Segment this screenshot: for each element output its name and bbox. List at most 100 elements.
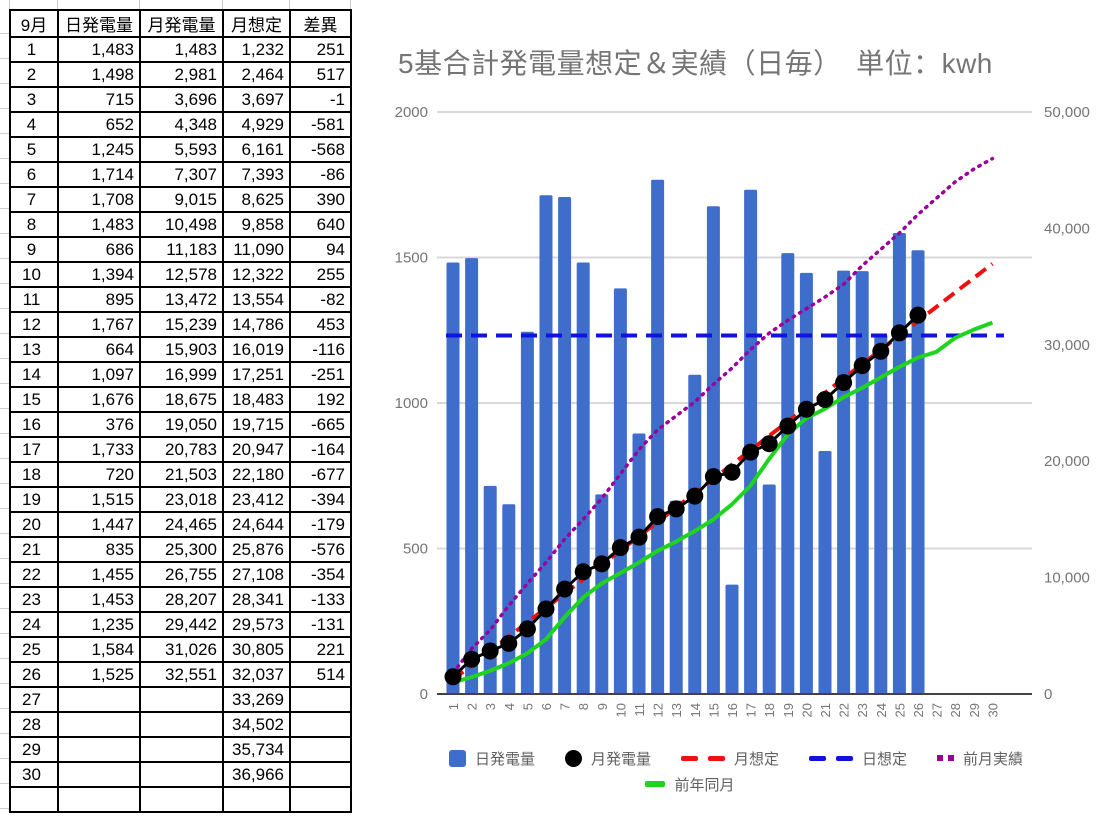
cell-monthly[interactable]: 1,483 bbox=[139, 36, 224, 63]
cell-diff[interactable]: -394 bbox=[289, 486, 352, 513]
cell-plan[interactable]: 13,554 bbox=[222, 286, 291, 313]
cell-day[interactable]: 7 bbox=[9, 186, 59, 213]
legend-item-2[interactable]: 月想定 bbox=[680, 748, 779, 769]
column-header-2[interactable]: 月発電量 bbox=[139, 9, 224, 38]
cell-daily[interactable]: 1,525 bbox=[57, 661, 141, 688]
cell-daily[interactable]: 1,447 bbox=[57, 511, 141, 538]
legend-item-1[interactable]: 月発電量 bbox=[564, 748, 651, 769]
cell-monthly[interactable]: 26,755 bbox=[139, 561, 224, 588]
cell-day[interactable]: 27 bbox=[9, 686, 59, 713]
cell-day[interactable]: 16 bbox=[9, 411, 59, 438]
cell-plan[interactable]: 4,929 bbox=[222, 111, 291, 138]
legend-item-3[interactable]: 日想定 bbox=[809, 748, 907, 769]
cell-daily[interactable]: 1,235 bbox=[57, 611, 141, 638]
cell-plan[interactable]: 1,232 bbox=[222, 36, 291, 63]
cell-diff[interactable] bbox=[289, 736, 352, 763]
cell-day[interactable]: 1 bbox=[9, 36, 59, 63]
cell-daily[interactable]: 664 bbox=[57, 336, 141, 363]
cell-daily[interactable] bbox=[57, 711, 141, 738]
column-header-4[interactable]: 差異 bbox=[289, 9, 352, 38]
cell-monthly[interactable]: 11,183 bbox=[139, 236, 224, 263]
cell-diff[interactable]: -665 bbox=[289, 411, 352, 438]
cell-diff[interactable]: -179 bbox=[289, 511, 352, 538]
cell-diff[interactable]: -133 bbox=[289, 586, 352, 613]
cell-monthly[interactable]: 24,465 bbox=[139, 511, 224, 538]
cell-plan[interactable]: 35,734 bbox=[222, 736, 291, 763]
column-header-1[interactable]: 日発電量 bbox=[57, 9, 141, 38]
cell-monthly[interactable]: 16,999 bbox=[139, 361, 224, 388]
cell-diff[interactable]: 640 bbox=[289, 211, 352, 238]
cell-plan[interactable]: 25,876 bbox=[222, 536, 291, 563]
cell-plan[interactable]: 24,644 bbox=[222, 511, 291, 538]
cell-plan[interactable]: 14,786 bbox=[222, 311, 291, 338]
legend-item-4[interactable]: 前月実績 bbox=[937, 748, 1023, 769]
cell-daily[interactable]: 715 bbox=[57, 86, 141, 113]
cell-monthly[interactable]: 13,472 bbox=[139, 286, 224, 313]
cell-daily[interactable]: 1,455 bbox=[57, 561, 141, 588]
cell-day[interactable]: 29 bbox=[9, 736, 59, 763]
cell-monthly[interactable]: 23,018 bbox=[139, 486, 224, 513]
cell-diff[interactable]: -131 bbox=[289, 611, 352, 638]
cell-plan[interactable]: 32,037 bbox=[222, 661, 291, 688]
cell-plan[interactable]: 11,090 bbox=[222, 236, 291, 263]
cell-day[interactable]: 8 bbox=[9, 211, 59, 238]
cell-plan[interactable]: 7,393 bbox=[222, 161, 291, 188]
cell-daily[interactable] bbox=[57, 686, 141, 713]
cell-daily[interactable]: 1,676 bbox=[57, 386, 141, 413]
cell-diff[interactable]: -116 bbox=[289, 336, 352, 363]
cell-plan[interactable]: 28,341 bbox=[222, 586, 291, 613]
cell-diff[interactable]: -568 bbox=[289, 136, 352, 163]
cell-diff[interactable]: 453 bbox=[289, 311, 352, 338]
cell-day[interactable]: 26 bbox=[9, 661, 59, 688]
column-header-0[interactable]: 9月 bbox=[9, 9, 59, 38]
cell-monthly[interactable]: 3,696 bbox=[139, 86, 224, 113]
cell-day[interactable]: 2 bbox=[9, 61, 59, 88]
cell-empty[interactable] bbox=[9, 786, 59, 813]
cell-plan[interactable]: 33,269 bbox=[222, 686, 291, 713]
cell-monthly[interactable]: 19,050 bbox=[139, 411, 224, 438]
cell-day[interactable]: 15 bbox=[9, 386, 59, 413]
cell-daily[interactable] bbox=[57, 761, 141, 788]
cell-monthly[interactable]: 20,783 bbox=[139, 436, 224, 463]
cell-day[interactable]: 10 bbox=[9, 261, 59, 288]
cell-plan[interactable]: 29,573 bbox=[222, 611, 291, 638]
cell-plan[interactable]: 27,108 bbox=[222, 561, 291, 588]
cell-monthly[interactable]: 18,675 bbox=[139, 386, 224, 413]
cell-plan[interactable]: 23,412 bbox=[222, 486, 291, 513]
cell-monthly[interactable]: 10,498 bbox=[139, 211, 224, 238]
cell-diff[interactable]: -581 bbox=[289, 111, 352, 138]
cell-plan[interactable]: 20,947 bbox=[222, 436, 291, 463]
cell-daily[interactable]: 835 bbox=[57, 536, 141, 563]
legend-item-5[interactable]: 前年同月 bbox=[645, 774, 735, 795]
cell-monthly[interactable] bbox=[139, 736, 224, 763]
cell-monthly[interactable]: 5,593 bbox=[139, 136, 224, 163]
cell-day[interactable]: 5 bbox=[9, 136, 59, 163]
cell-monthly[interactable]: 2,981 bbox=[139, 61, 224, 88]
cell-diff[interactable]: 94 bbox=[289, 236, 352, 263]
cell-day[interactable]: 28 bbox=[9, 711, 59, 738]
cell-day[interactable]: 13 bbox=[9, 336, 59, 363]
cell-empty[interactable] bbox=[222, 786, 291, 813]
cell-diff[interactable]: -354 bbox=[289, 561, 352, 588]
cell-diff[interactable]: 192 bbox=[289, 386, 352, 413]
cell-monthly[interactable]: 32,551 bbox=[139, 661, 224, 688]
cell-daily[interactable]: 686 bbox=[57, 236, 141, 263]
cell-diff[interactable]: 514 bbox=[289, 661, 352, 688]
cell-daily[interactable] bbox=[57, 736, 141, 763]
cell-plan[interactable]: 9,858 bbox=[222, 211, 291, 238]
cell-diff[interactable]: -576 bbox=[289, 536, 352, 563]
cell-daily[interactable]: 1,515 bbox=[57, 486, 141, 513]
cell-diff[interactable] bbox=[289, 686, 352, 713]
cell-diff[interactable]: -677 bbox=[289, 461, 352, 488]
cell-plan[interactable]: 8,625 bbox=[222, 186, 291, 213]
cell-day[interactable]: 18 bbox=[9, 461, 59, 488]
cell-daily[interactable]: 895 bbox=[57, 286, 141, 313]
cell-day[interactable]: 24 bbox=[9, 611, 59, 638]
cell-diff[interactable]: -86 bbox=[289, 161, 352, 188]
cell-plan[interactable]: 22,180 bbox=[222, 461, 291, 488]
cell-diff[interactable]: -1 bbox=[289, 86, 352, 113]
cell-day[interactable]: 23 bbox=[9, 586, 59, 613]
cell-empty[interactable] bbox=[289, 786, 352, 813]
cell-monthly[interactable]: 15,903 bbox=[139, 336, 224, 363]
cell-diff[interactable]: 251 bbox=[289, 36, 352, 63]
